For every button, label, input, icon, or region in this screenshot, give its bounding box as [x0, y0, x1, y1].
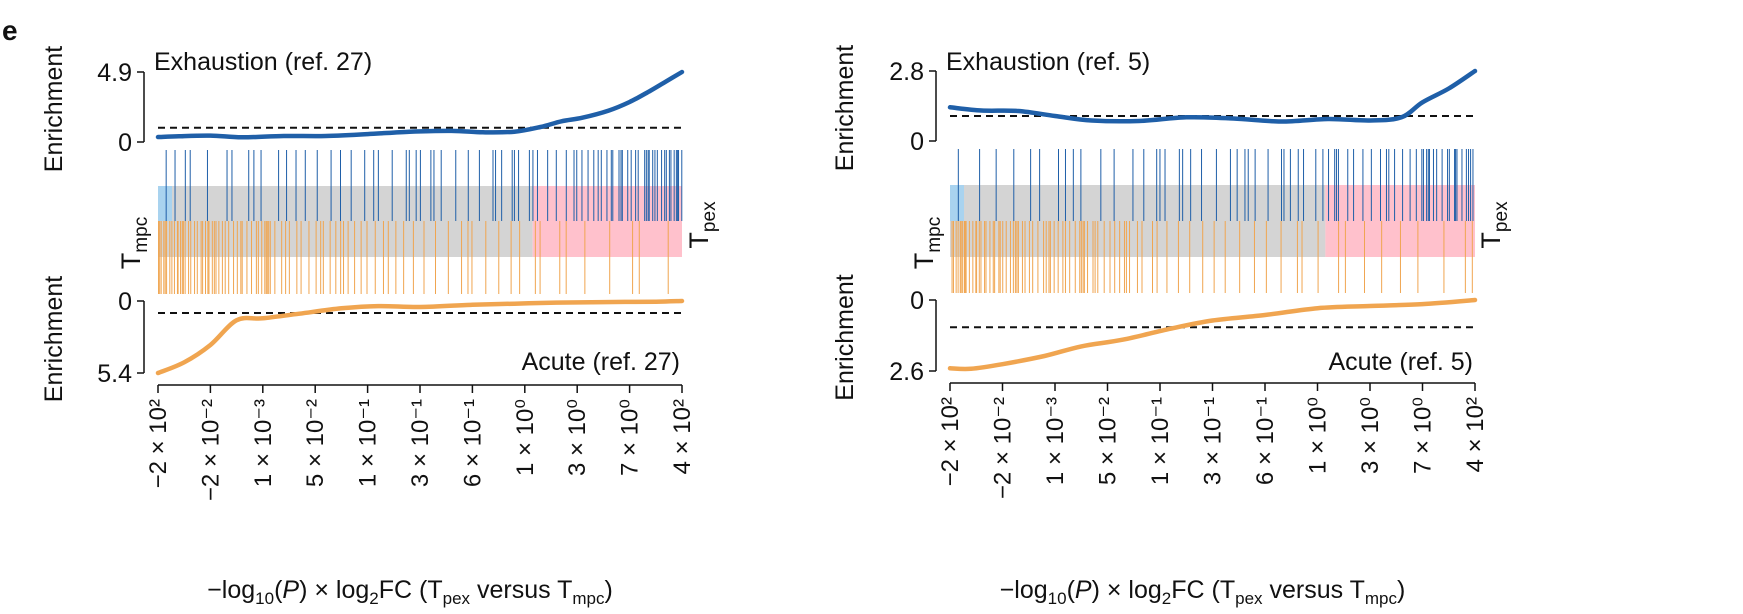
xlabel-sub: mpc: [572, 589, 605, 608]
xlabel-sub: 2: [1162, 589, 1171, 608]
top-y-tick-label: 4.9: [97, 59, 132, 87]
bottom-y-tick-label: 2.6: [889, 358, 924, 386]
tmpc-band-blue: [950, 185, 964, 221]
xlabel-part: versus T: [470, 576, 572, 604]
x-tick-label: 7 × 10⁰: [617, 399, 644, 476]
xlabel-part: FC (T: [379, 576, 443, 604]
tmpc-label-T: T: [116, 253, 146, 270]
tmpc-band-blue: [158, 186, 172, 221]
x-tick-label: 1 × 10⁻¹: [355, 399, 382, 487]
tmpc-label-sub: mpc: [924, 217, 945, 253]
x-tick-label: 5 × 10⁻²: [302, 399, 329, 487]
grey-band: [964, 185, 1326, 257]
xlabel-part: −log: [207, 576, 255, 604]
bottom-y-label: Enrichment: [831, 274, 859, 400]
x-tick-label: 4 × 10²: [1462, 397, 1489, 472]
xlabel-sub: 10: [1048, 589, 1067, 608]
x-tick-label: 1 × 10⁻³: [250, 399, 277, 487]
blue-gene-ticks: [165, 150, 683, 221]
xlabel-part: P: [1075, 576, 1092, 604]
xlabel-part: (: [274, 576, 283, 604]
tmpc-label-T: T: [909, 253, 939, 270]
x-tick-label: 3 × 10⁰: [1357, 397, 1384, 474]
tpex-label-T: T: [1476, 232, 1506, 249]
right-panel: 2.8 0 0 2.6 Enrichment Enrichment Exhaustion (…: [831, 45, 1512, 608]
xlabel-part: ) × log: [299, 576, 369, 604]
bottom-y-tick-label: 5.4: [97, 360, 132, 388]
xlabel-part: P: [282, 576, 299, 604]
x-tick-label: 6 × 10⁻¹: [1252, 397, 1279, 485]
bottom-y-label: Enrichment: [40, 276, 68, 402]
x-tick-label: −2 × 10⁻²: [990, 397, 1017, 499]
acute-title: Acute (ref. 27): [522, 348, 680, 376]
top-y-tick-label: 2.8: [889, 58, 924, 86]
x-tick-label: 1 × 10⁰: [512, 399, 539, 476]
xlabel-part: ): [1397, 576, 1405, 604]
orange-gene-ticks: [158, 221, 669, 294]
tpex-label: Tpex: [1476, 201, 1512, 249]
x-tick-label: 7 × 10⁰: [1410, 397, 1437, 474]
bottom-y-tick-label: 0: [118, 288, 132, 316]
x-tick-label: −2 × 10²: [145, 399, 172, 488]
top-y-tick-label: 0: [118, 129, 132, 157]
tpex-label-sub: pex: [699, 201, 720, 232]
x-tick-label: −2 × 10⁻²: [197, 399, 224, 501]
xlabel-sub: pex: [1235, 589, 1263, 608]
tpex-label: Tpex: [684, 201, 720, 249]
x-tick-label: 1 × 10⁰: [1305, 397, 1332, 474]
xlabel-sub: mpc: [1365, 589, 1398, 608]
xlabel-sub: 10: [255, 589, 274, 608]
acute-title: Acute (ref. 5): [1329, 348, 1474, 376]
orange-gene-ticks: [951, 221, 1473, 293]
xlabel-part: −log: [1000, 576, 1048, 604]
exhaustion-title: Exhaustion (ref. 5): [946, 48, 1150, 76]
x-tick-label: 1 × 10⁻³: [1042, 397, 1069, 485]
x-tick-label: 3 × 10⁻¹: [407, 399, 434, 487]
top-y-label: Enrichment: [831, 45, 859, 171]
grey-band: [172, 186, 533, 257]
xlabel-part: ) × log: [1092, 576, 1162, 604]
x-tick-label: 3 × 10⁻¹: [1200, 397, 1227, 485]
acute-curve: [947, 297, 1478, 372]
tmpc-label-sub: mpc: [131, 217, 152, 253]
tmpc-label: Tmpc: [116, 217, 152, 269]
xlabel-part: FC (T: [1171, 576, 1235, 604]
blue-gene-ticks: [957, 149, 1474, 221]
xlabel-part: ): [605, 576, 613, 604]
acute-curve: [155, 298, 685, 376]
left-panel: 4.9 0 0 5.4 Enrichment Enrichment Exhaustion (…: [40, 46, 720, 608]
x-tick-label: 6 × 10⁻¹: [459, 399, 486, 487]
top-y-label: Enrichment: [40, 46, 68, 172]
xlabel-sub: pex: [443, 589, 471, 608]
panel-letter: e: [2, 15, 18, 46]
bottom-y-tick-label: 0: [910, 287, 924, 315]
x-tick-label: −2 × 10²: [937, 397, 964, 486]
x-axis-label: −log10(P) × log2FC (Tpex versus Tmpc): [207, 576, 613, 608]
x-tick-label: 1 × 10⁻¹: [1147, 397, 1174, 485]
exhaustion-curve: [947, 68, 1478, 124]
x-tick-label: 5 × 10⁻²: [1095, 397, 1122, 485]
tpex-label-T: T: [684, 232, 714, 249]
xlabel-part: (: [1067, 576, 1076, 604]
exhaustion-title: Exhaustion (ref. 27): [154, 48, 372, 76]
exhaustion-curve: [155, 69, 685, 140]
x-tick-label: 4 × 10²: [669, 399, 696, 474]
xlabel-sub: 2: [369, 589, 378, 608]
tmpc-label: Tmpc: [909, 217, 945, 269]
top-y-tick-label: 0: [910, 128, 924, 156]
x-axis-label: −log10(P) × log2FC (Tpex versus Tmpc): [1000, 576, 1406, 608]
tpex-label-sub: pex: [1491, 201, 1512, 232]
x-tick-label: 3 × 10⁰: [564, 399, 591, 476]
xlabel-part: versus T: [1263, 576, 1365, 604]
